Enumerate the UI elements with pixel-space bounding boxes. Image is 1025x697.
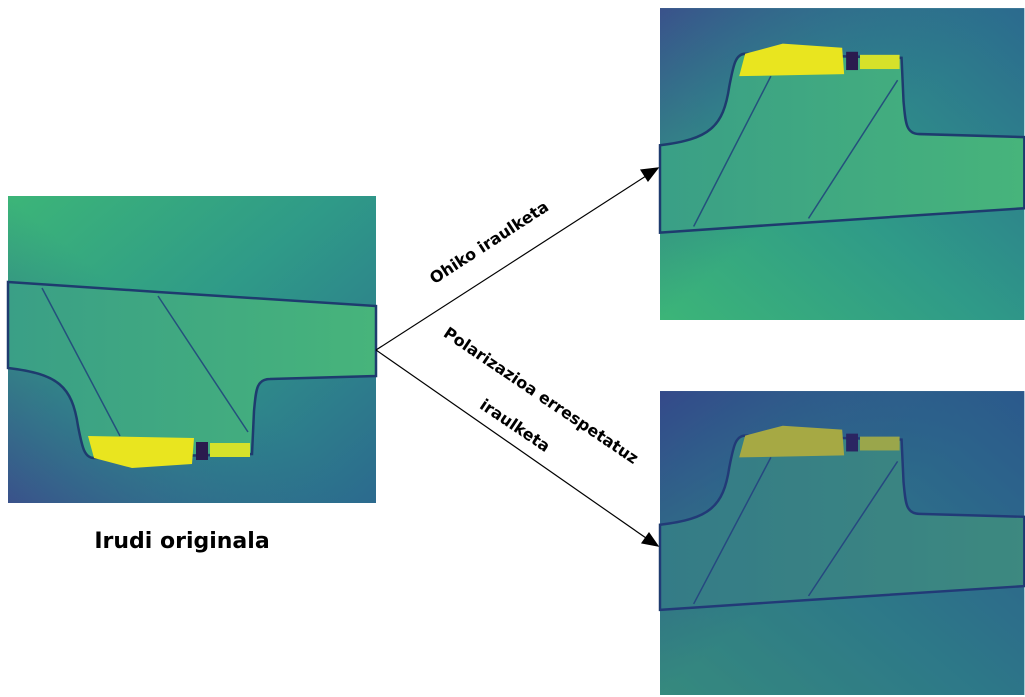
polarization-flip-image (660, 391, 1024, 695)
original-label: Irudi originala (94, 529, 269, 554)
common-flip-label: Ohiko iraulketa (426, 197, 552, 288)
common-flip-image (660, 8, 1024, 320)
original-image (8, 196, 376, 503)
diagram: Irudi originala Ohiko iraulketa Polariza… (0, 0, 1025, 697)
